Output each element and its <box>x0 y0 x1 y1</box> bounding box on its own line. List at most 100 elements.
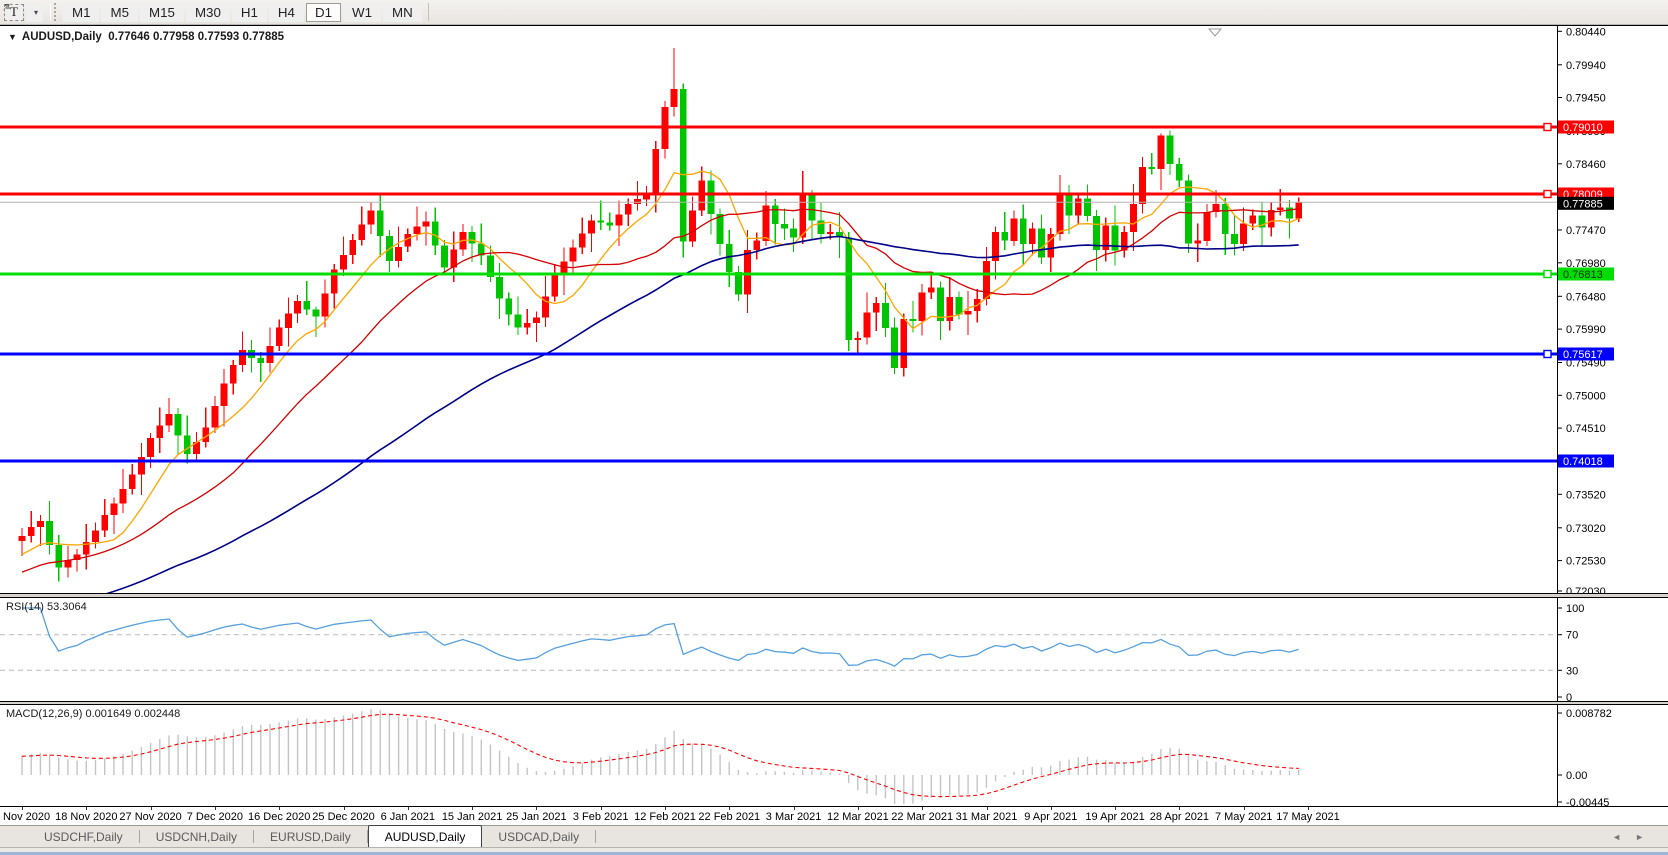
rsi-label: RSI(14) 53.3064 <box>6 601 87 613</box>
time-axis-tick <box>729 807 731 810</box>
chart-shift-marker <box>1207 28 1223 37</box>
time-axis-tick <box>407 807 409 810</box>
chart-tab-usdcad[interactable]: USDCAD,Daily <box>498 830 580 844</box>
svg-text:0.75000: 0.75000 <box>1566 390 1606 402</box>
svg-text:0.78460: 0.78460 <box>1566 159 1606 171</box>
svg-text:100: 100 <box>1566 603 1584 615</box>
hline-handle <box>1543 349 1552 359</box>
hline-handle <box>1543 189 1552 199</box>
chart-menu-arrow-icon[interactable]: ▼ <box>8 32 17 42</box>
chart-tab-audusd[interactable]: AUDUSD,Daily <box>367 825 483 847</box>
time-axis-label: 16 Dec 2020 <box>247 811 311 823</box>
timeframe-button-h1[interactable]: H1 <box>231 2 267 22</box>
dropdown-caret-icon: ▾ <box>33 7 38 17</box>
tab-scroll-right-icon[interactable]: ► <box>1635 832 1658 842</box>
arrange-charts-button[interactable]: ▾ <box>2 2 43 22</box>
chart-tab-usdchf[interactable]: USDCHF,Daily <box>44 830 123 844</box>
macd-panel[interactable]: 0.008782 0.00 -0.00445 MACD(12,26,9) 0.001… <box>0 704 1668 807</box>
time-axis-label: 22 Feb 2021 <box>698 811 761 823</box>
time-axis-label: 27 Nov 2020 <box>119 811 182 823</box>
toolbar-separator <box>427 3 429 21</box>
time-axis-tick <box>1179 807 1181 810</box>
timeframe-button-m5[interactable]: M5 <box>101 2 138 22</box>
timeframe-button-h4[interactable]: H4 <box>268 2 304 22</box>
svg-text:0.80440: 0.80440 <box>1566 26 1606 38</box>
chart-ohlc-values: 0.77646 0.77958 0.77593 0.77885 <box>108 31 285 43</box>
price-chart-panel[interactable]: 0.804400.799400.794500.789500.784600.779… <box>0 25 1668 594</box>
tab-separator <box>138 830 140 843</box>
svg-text:70: 70 <box>1566 630 1578 642</box>
time-axis-label: 3 Feb 2021 <box>572 811 629 823</box>
time-axis-tick <box>857 807 859 810</box>
time-axis-tick <box>22 807 23 810</box>
time-axis-tick <box>600 807 602 810</box>
macd-label: MACD(12,26,9) 0.001649 0.002448 <box>6 708 181 720</box>
time-axis-label: 15 Jan 2021 <box>441 811 503 823</box>
svg-text:0.77470: 0.77470 <box>1566 225 1606 237</box>
svg-text:0.74018: 0.74018 <box>1563 456 1603 468</box>
time-axis-tick <box>472 807 474 810</box>
tab-separator <box>253 830 255 843</box>
time-axis-tick <box>1115 807 1117 810</box>
timeframe-button-w1[interactable]: W1 <box>343 2 382 22</box>
svg-text:0.79450: 0.79450 <box>1566 93 1606 105</box>
time-axis-label: 12 Mar 2021 <box>827 811 889 823</box>
svg-text:0.75617: 0.75617 <box>1563 349 1603 361</box>
time-axis-tick <box>922 807 924 810</box>
time-axis-label: 7 May 2021 <box>1214 811 1273 823</box>
toolbar: T ▾ M1 M5 M15 M30 H1 H4 D1 W1 MN <box>0 0 1668 25</box>
panel-splitter[interactable] <box>0 702 1668 704</box>
time-axis-label: 6 Jan 2021 <box>380 811 436 823</box>
time-axis-tick <box>1050 807 1052 810</box>
svg-text:0.00: 0.00 <box>1566 770 1587 782</box>
timeframe-button-mn[interactable]: MN <box>383 2 422 22</box>
svg-text:0.72030: 0.72030 <box>1566 586 1606 593</box>
svg-text:0.77885: 0.77885 <box>1563 198 1603 210</box>
chart-tab-usdcnh[interactable]: USDCNH,Daily <box>155 830 238 844</box>
toolbar-grip[interactable] <box>49 3 56 21</box>
time-axis-tick <box>343 807 345 810</box>
svg-text:0.79010: 0.79010 <box>1563 122 1603 134</box>
tab-separator <box>595 830 597 843</box>
current-price-label <box>1558 196 1614 210</box>
time-axis-label: 19 Apr 2021 <box>1085 811 1145 823</box>
time-axis-tick <box>214 807 216 810</box>
time-axis-tick <box>279 807 281 810</box>
time-axis-label: 17 May 2021 <box>1276 811 1340 823</box>
svg-text:0.75990: 0.75990 <box>1566 324 1606 336</box>
chart-symbol-label: AUDUSD,Daily <box>21 31 102 43</box>
timeframe-button-d1[interactable]: D1 <box>305 2 342 22</box>
panel-splitter[interactable] <box>0 594 1668 597</box>
time-axis-tick <box>793 807 795 810</box>
svg-text:0.008782: 0.008782 <box>1566 708 1612 720</box>
status-bar <box>0 847 1668 855</box>
time-axis-tick <box>1308 807 1309 810</box>
svg-text:0.74510: 0.74510 <box>1566 423 1606 435</box>
svg-text:0.73020: 0.73020 <box>1566 523 1606 535</box>
svg-text:0.76980: 0.76980 <box>1566 258 1606 270</box>
time-axis-label: 9 Apr 2021 <box>1024 811 1078 823</box>
time-axis-label: 31 Mar 2021 <box>955 811 1018 823</box>
time-axis-tick <box>1243 807 1245 810</box>
time-axis-label: 9 Nov 2020 <box>0 811 51 823</box>
chart-title: ▼ AUDUSD,Daily 0.77646 0.77958 0.77593 0.… <box>8 31 284 43</box>
svg-text:0.73520: 0.73520 <box>1566 489 1606 501</box>
svg-text:-0.00445: -0.00445 <box>1566 797 1609 806</box>
chart-tab-bar: USDCHF,Daily USDCNH,Daily EURUSD,Daily AUDU… <box>0 825 1668 847</box>
rsi-panel[interactable]: 100 70 30 0 RSI(14) 53.3064 <box>0 597 1668 702</box>
timeframe-button-m15[interactable]: M15 <box>140 2 184 22</box>
time-axis-label: 22 Mar 2021 <box>891 811 954 823</box>
time-axis-label: 7 Dec 2020 <box>186 811 244 823</box>
timeframe-button-m30[interactable]: M30 <box>185 2 230 22</box>
time-axis-tick <box>986 807 988 810</box>
svg-text:0.76480: 0.76480 <box>1566 291 1606 303</box>
time-axis-tick <box>150 807 152 810</box>
hline-handle <box>1543 269 1552 279</box>
chart-tab-eurusd[interactable]: EURUSD,Daily <box>270 830 351 844</box>
svg-text:0.79940: 0.79940 <box>1566 60 1606 72</box>
tab-scroll-left-icon[interactable]: ◄ <box>1612 832 1636 842</box>
svg-text:0.76813: 0.76813 <box>1563 269 1603 281</box>
timeframe-button-m1[interactable]: M1 <box>62 2 100 22</box>
